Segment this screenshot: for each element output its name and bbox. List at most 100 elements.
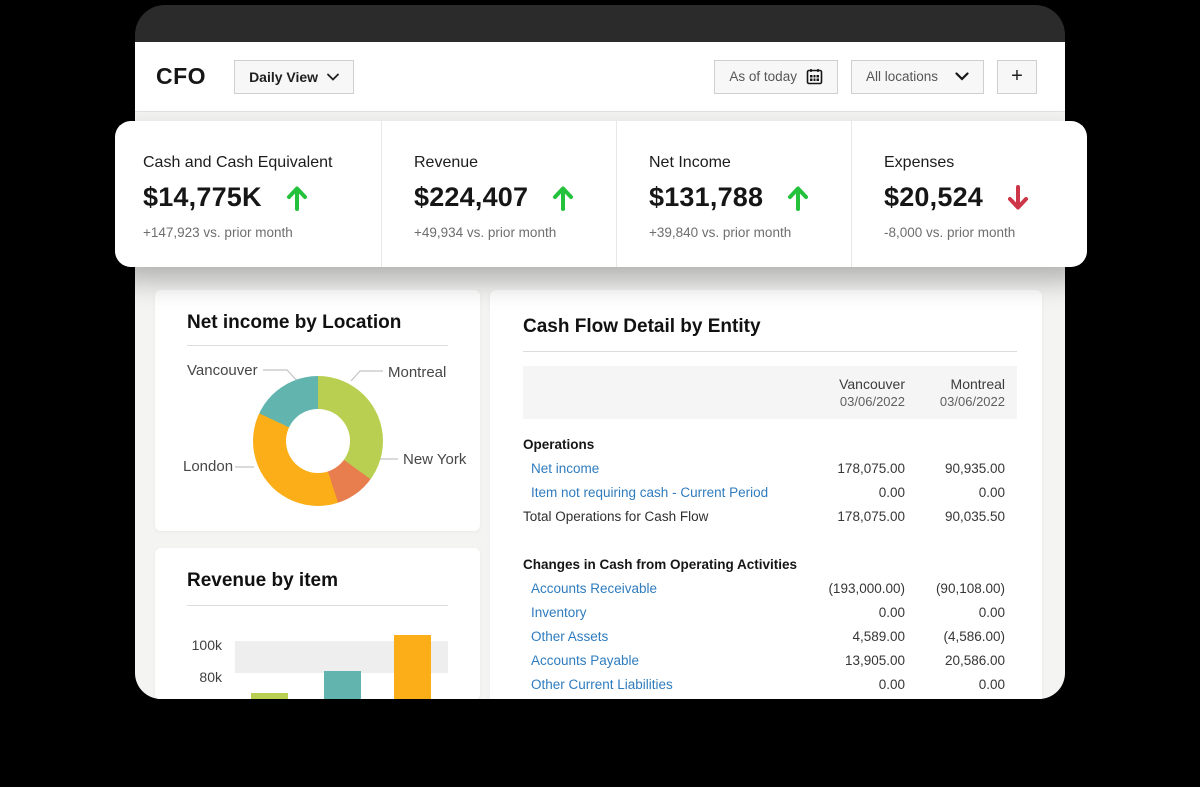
y-axis-tick-80k: 80k — [199, 669, 222, 685]
add-widget-button[interactable]: + — [997, 59, 1037, 94]
row-label-link[interactable]: Other Current Liabilities — [531, 676, 673, 692]
section-header: Operations — [523, 432, 1017, 456]
kpi-revenue: Revenue $224,407 +49,934 vs. prior month — [381, 121, 616, 267]
column-montreal: Montreal 03/06/2022 — [905, 376, 1017, 409]
row-label-link[interactable]: Accounts Receivable — [531, 580, 658, 596]
kpi-value: $131,788 — [649, 182, 764, 212]
divider — [523, 351, 1017, 352]
table-row: Total Operations for Cash Flow 178,075.00… — [523, 504, 1017, 528]
column-name: Vancouver — [839, 376, 905, 392]
column-vancouver: Vancouver 03/06/2022 — [793, 376, 905, 409]
kpi-expenses: Expenses $20,524 -8,000 vs. prior month — [851, 121, 1087, 267]
kpi-title: Expenses — [884, 154, 955, 171]
kpi-title: Revenue — [414, 154, 479, 171]
donut-label-montreal: Montreal — [388, 364, 447, 381]
value-montreal: 0.00 — [978, 604, 1005, 620]
value-vancouver: (193,000.00) — [828, 580, 905, 596]
kpi-delta: -8,000 vs. prior month — [884, 225, 1016, 240]
donut-label-vancouver: Vancouver — [187, 362, 258, 379]
divider — [187, 605, 448, 606]
date-filter-button[interactable]: As of today — [714, 59, 838, 94]
app-title: CFO — [156, 63, 207, 89]
trend-down-icon — [1005, 184, 1031, 212]
view-selector-button[interactable]: Daily View — [234, 59, 355, 94]
section-header-label: Operations — [523, 436, 595, 452]
calendar-icon — [806, 68, 823, 85]
value-vancouver: 0.00 — [878, 604, 905, 620]
row-label-link[interactable]: Item not requiring cash - Current Period — [531, 484, 769, 500]
table-row: Accounts Receivable (193,000.00) (90,108.0… — [523, 576, 1017, 600]
bar-item-1[interactable] — [324, 670, 361, 699]
kpi-value: $20,524 — [884, 182, 983, 212]
table-row: Accounts Payable 13,905.00 20,586.00 — [523, 648, 1017, 672]
kpi-summary-row: Cash and Cash Equivalent $14,775K +147,9… — [115, 121, 1087, 267]
revenue-by-item-card: Revenue by item 100k 80k — [155, 548, 480, 699]
donut-label-newyork: New York — [403, 451, 467, 468]
value-montreal: (4,586.00) — [943, 628, 1005, 644]
value-vancouver: 178,075.00 — [837, 460, 905, 476]
value-montreal: 0.00 — [978, 676, 1005, 692]
kpi-cash: Cash and Cash Equivalent $14,775K +147,9… — [115, 121, 381, 267]
table-row: Other Current Liabilities 0.00 0.00 — [523, 672, 1017, 696]
table-column-header: Vancouver 03/06/2022 Montreal 03/06/2022 — [523, 366, 1017, 419]
kpi-delta: +49,934 vs. prior month — [414, 225, 557, 240]
trend-up-icon — [284, 184, 310, 212]
location-filter-button[interactable]: All locations — [850, 59, 984, 94]
row-label-link[interactable]: Other Assets — [531, 628, 609, 644]
value-vancouver: 13,905.00 — [844, 652, 905, 668]
column-date: 03/06/2022 — [939, 394, 1005, 409]
value-montreal: 0.00 — [978, 484, 1005, 500]
table-row: Item not requiring cash - Current Period… — [523, 480, 1017, 504]
value-vancouver: 4,589.00 — [852, 628, 905, 644]
divider — [187, 345, 448, 346]
kpi-delta: +147,923 vs. prior month — [143, 225, 293, 240]
value-montreal: 20,586.00 — [944, 652, 1005, 668]
value-montreal: 90,035.50 — [944, 508, 1005, 524]
table-row: Net income 178,075.00 90,935.00 — [523, 456, 1017, 480]
date-filter-label: As of today — [729, 69, 797, 84]
kpi-value: $14,775K — [143, 182, 262, 212]
value-vancouver: 0.00 — [878, 676, 905, 692]
chevron-down-icon — [955, 72, 969, 81]
cash-flow-table-rows: Operations Net income 178,075.00 90,935.00 I… — [523, 432, 1017, 696]
app-header: CFO Daily View As of today — [135, 42, 1065, 112]
app-window: CFO Daily View As of today — [115, 5, 1087, 700]
section-header: Changes in Cash from Operating Activitie… — [523, 552, 1017, 576]
kpi-net-income: Net Income $131,788 +39,840 vs. prior mo… — [616, 121, 851, 267]
row-label-link[interactable]: Accounts Payable — [531, 652, 640, 668]
kpi-title: Cash and Cash Equivalent — [143, 154, 333, 171]
table-row: Other Assets 4,589.00 (4,586.00) — [523, 624, 1017, 648]
column-name: Montreal — [950, 376, 1005, 392]
column-date: 03/06/2022 — [839, 394, 905, 409]
value-vancouver: 178,075.00 — [837, 508, 905, 524]
row-label: Total Operations for Cash Flow — [523, 508, 709, 524]
view-selector-label: Daily View — [249, 68, 319, 85]
kpi-value: $224,407 — [414, 182, 529, 212]
bar-card-title: Revenue by item — [187, 570, 338, 591]
cash-flow-detail-panel: Cash Flow Detail by Entity Vancouver 03/… — [490, 290, 1042, 699]
chevron-down-icon — [327, 73, 339, 81]
donut-label-london: London — [183, 458, 234, 475]
cash-flow-title: Cash Flow Detail by Entity — [523, 316, 761, 337]
y-axis-tick-100k: 100k — [191, 637, 222, 653]
table-row: Inventory 0.00 0.00 — [523, 600, 1017, 624]
donut-chart-area: Vancouver Montreal London New York — [155, 290, 480, 531]
plus-icon: + — [1011, 65, 1023, 87]
value-montreal: 90,935.00 — [944, 460, 1005, 476]
section-gap — [523, 528, 1017, 552]
value-montreal: (90,108.00) — [935, 580, 1005, 596]
kpi-title: Net Income — [649, 154, 731, 171]
kpi-delta: +39,840 vs. prior month — [649, 225, 792, 240]
trend-up-icon — [785, 184, 811, 212]
location-filter-label: All locations — [865, 69, 938, 84]
net-income-by-location-card: Net income by Location Vancouver Montrea… — [155, 290, 480, 531]
row-label-link[interactable]: Inventory — [531, 604, 587, 620]
trend-up-icon — [550, 184, 576, 212]
donut-hole — [286, 409, 350, 473]
row-label-link[interactable]: Net income — [531, 460, 600, 476]
section-header-label: Changes in Cash from Operating Activitie… — [523, 556, 798, 572]
donut-card-title: Net income by Location — [187, 312, 402, 333]
bar-item-2[interactable] — [394, 635, 431, 699]
bar-item-0[interactable] — [251, 693, 288, 699]
window-titlebar — [135, 5, 1065, 42]
